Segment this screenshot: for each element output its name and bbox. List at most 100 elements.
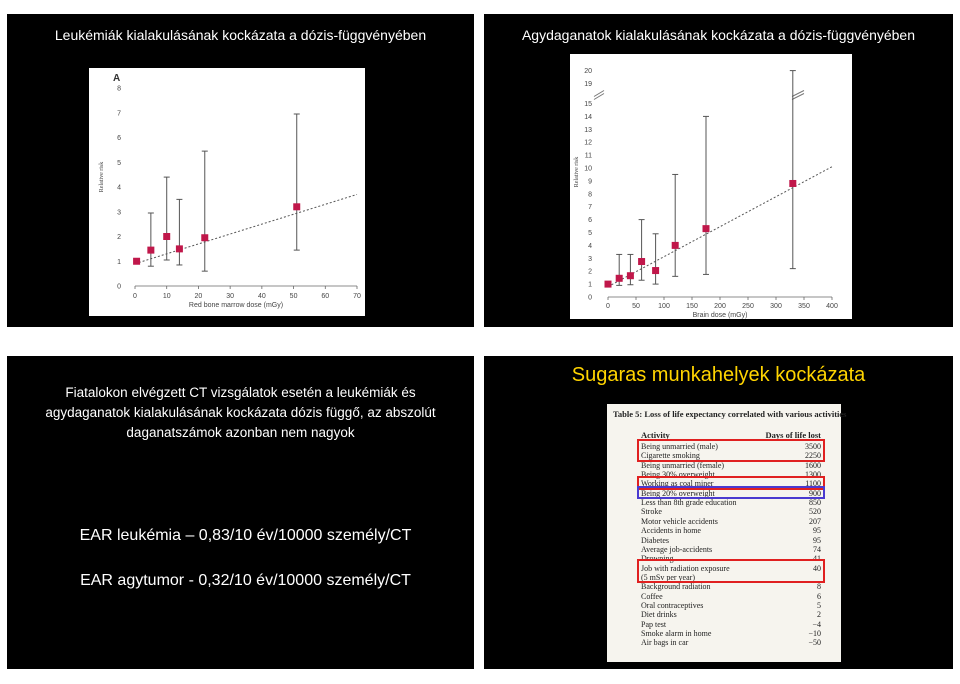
header-activity: Activity (641, 430, 670, 440)
activity-cell: Stroke (641, 507, 662, 517)
y-tick-label: 8 (588, 191, 592, 198)
table-row: Being unmarried (female) 1600 (641, 461, 821, 470)
life-expectancy-table: Table 5: Loss of life expectancy correla… (607, 404, 846, 662)
data-point (671, 241, 679, 249)
table-row: Diet drinks 2 (641, 610, 821, 619)
x-tick-label: 0 (133, 293, 137, 300)
y-tick-label: 3 (117, 209, 121, 216)
activity-cell: Average job-accidents (641, 544, 713, 554)
y-tick-label: 5 (588, 230, 592, 237)
activity-cell: Diet drinks (641, 610, 677, 620)
y-tick-label: 2 (117, 234, 121, 241)
x-tick-label: 200 (714, 303, 726, 310)
y-tick-label: 4 (117, 185, 121, 192)
days-lost-cell: 95 (813, 535, 821, 545)
y-axis-label: Relative risk (574, 157, 580, 188)
y-tick-label: 20 (584, 68, 592, 75)
x-axis-label: Red bone marrow dose (mGy) (189, 302, 283, 309)
x-tick-label: 10 (163, 293, 171, 300)
x-tick-label: 0 (606, 303, 610, 310)
data-point (702, 225, 710, 233)
chart-panel: 0 50 100 150 200 250 300 350 400 0 1 2 3 4 5 6 7 8 9 10 11 12… (570, 54, 852, 319)
header-days-lost: Days of life lost (765, 430, 821, 440)
y-tick-label: 10 (584, 166, 592, 173)
activity-cell: Pap test (641, 619, 667, 629)
y-tick-label: 12 (584, 140, 592, 147)
x-tick-label: 20 (195, 293, 203, 300)
slide-summary: Fiatalokon elvégzett CT vizsgálatok eset… (7, 356, 474, 669)
days-lost-cell: −4 (812, 619, 821, 629)
days-lost-cell: 207 (809, 516, 821, 526)
table-row: Smoke alarm in home −10 (641, 629, 821, 638)
days-lost-cell: 5 (817, 600, 821, 610)
data-point (147, 246, 155, 254)
summary-line: Fiatalokon elvégzett CT vizsgálatok eset… (65, 385, 416, 400)
axis-break-mark (593, 93, 605, 100)
y-tick-label: 6 (588, 217, 592, 224)
activity-cell: Being 20% overweight (641, 488, 715, 498)
table-row: Being 30% overweight 1300 (641, 470, 821, 479)
days-lost-cell: 3500 (805, 442, 821, 451)
y-tick-label: 11 (585, 153, 592, 160)
y-tick-label: 4 (588, 243, 592, 250)
summary-line: agydaganatok kialakulásának kockázata dó… (45, 405, 436, 420)
table-row: Diabetes 95 (641, 536, 821, 545)
data-point (201, 234, 209, 242)
y-tick-label: 0 (117, 284, 121, 291)
days-lost-cell: 850 (809, 498, 821, 508)
days-lost-cell: 1100 (805, 479, 821, 489)
data-point (175, 245, 183, 253)
highlight-box-red (637, 559, 825, 583)
activity-cell: (5 mSv per year) (641, 572, 695, 582)
y-axis-label: Relative risk (99, 162, 105, 193)
axis-break-mark (791, 90, 805, 97)
data-point (652, 267, 660, 275)
table-row: Less than 8th grade education 850 (641, 498, 821, 507)
highlight-box-blue (637, 486, 825, 499)
data-point (615, 274, 623, 282)
activity-cell: Being 30% overweight (641, 470, 715, 480)
activity-cell: Background radiation (641, 582, 711, 592)
x-tick-label: 60 (321, 293, 329, 300)
days-lost-cell: −10 (808, 629, 821, 638)
y-tick-label: 7 (588, 204, 592, 211)
x-tick-label: 250 (742, 303, 754, 310)
y-tick-label: 8 (117, 86, 121, 93)
summary-line: daganatszámok azonban nem nagyok (126, 425, 355, 440)
activity-cell: Motor vehicle accidents (641, 516, 718, 526)
table-row: Stroke 520 (641, 507, 821, 516)
x-tick-label: 50 (290, 293, 298, 300)
axis-break-mark (791, 93, 805, 100)
x-tick-label: 400 (826, 303, 838, 310)
x-tick-label: 40 (258, 293, 266, 300)
table-row: Pap test −4 (641, 620, 821, 629)
days-lost-cell: 520 (809, 507, 821, 517)
table-row: Oral contraceptives 5 (641, 601, 821, 610)
y-tick-label: 3 (588, 256, 592, 263)
slide-brain-tumor: Agydaganatok kialakulásának kockázata a … (484, 14, 953, 327)
days-lost-cell: 8 (817, 582, 821, 592)
activity-cell: Job with radiation exposure (641, 563, 730, 573)
days-lost-cell: 1300 (805, 470, 821, 480)
data-point (626, 272, 634, 280)
y-tick-label: 15 (584, 101, 592, 108)
y-tick-label: 9 (588, 178, 592, 185)
activity-cell: Diabetes (641, 535, 669, 545)
activity-cell: Being unmarried (female) (641, 460, 725, 470)
days-lost-cell: 2 (817, 610, 821, 620)
data-point (163, 233, 171, 240)
y-tick-label: 7 (117, 110, 121, 117)
table-row: Coffee 6 (641, 592, 821, 601)
y-tick-label: 14 (584, 114, 592, 121)
brain-dose-chart: 0 50 100 150 200 250 300 350 4000123456789101112… (574, 68, 838, 319)
table-row: Being unmarried (male) 3500 (641, 442, 821, 451)
days-lost-cell: 1600 (805, 460, 821, 470)
days-lost-cell: 6 (817, 591, 821, 601)
data-point (604, 280, 612, 288)
table-row: Job with radiation exposure 40 (641, 564, 821, 573)
panel-label: A (113, 73, 120, 84)
ear-leukemia: EAR leukémia – 0,83/10 év/10000 személy/… (79, 527, 412, 544)
data-point (789, 179, 797, 187)
x-tick-label: 70 (353, 293, 361, 300)
days-lost-cell: 900 (809, 488, 821, 498)
